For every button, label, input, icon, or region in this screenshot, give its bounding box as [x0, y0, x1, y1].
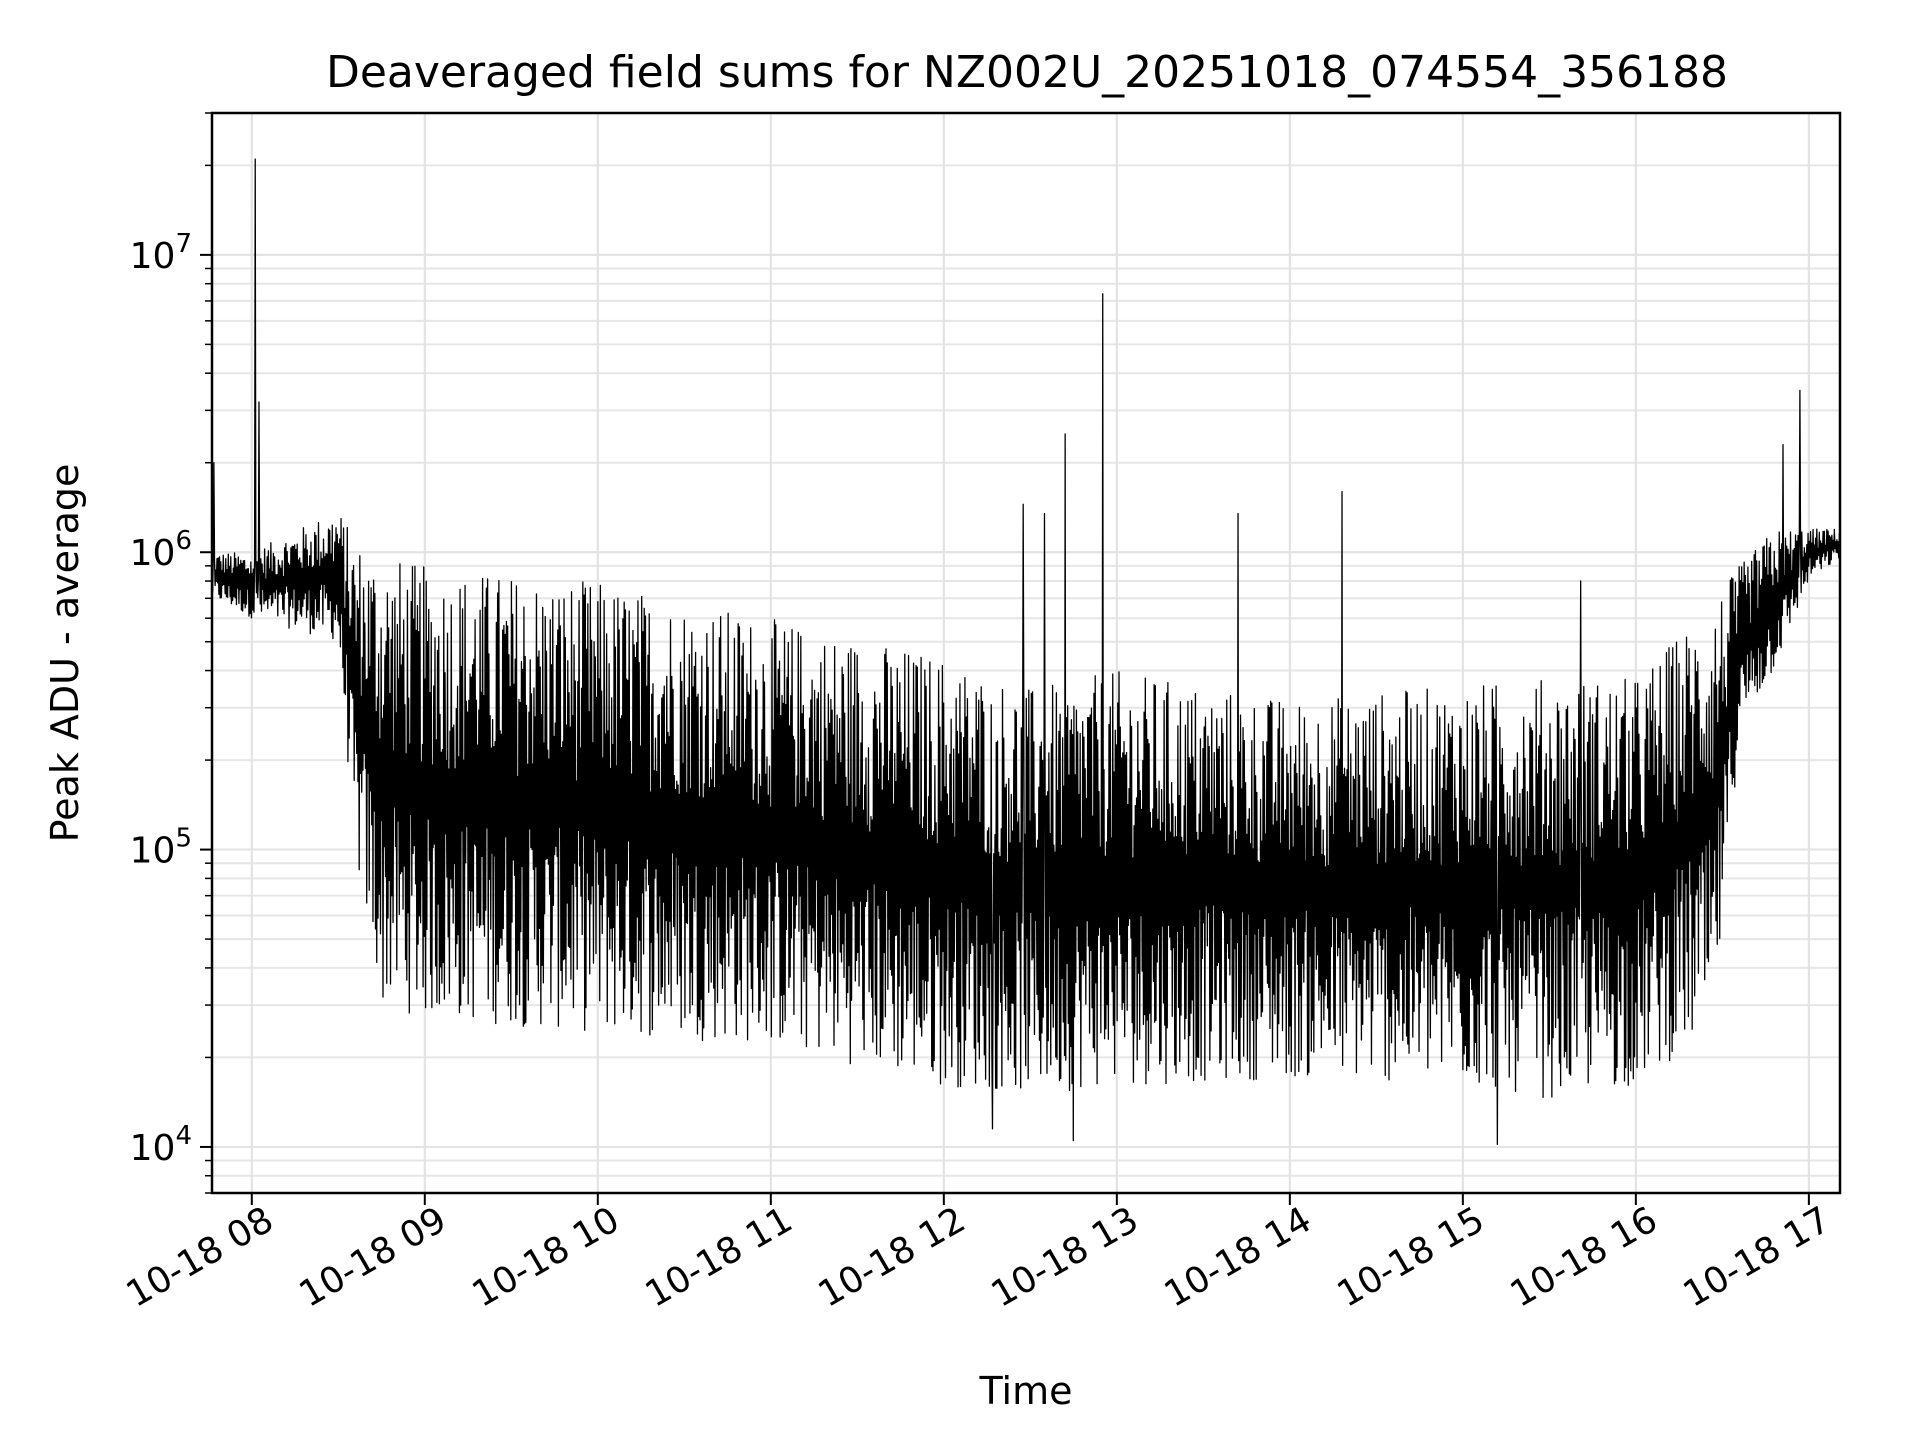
y-tick-base: 10 — [130, 533, 176, 574]
y-tick-label: 106 — [130, 526, 192, 574]
y-tick-label: 107 — [130, 229, 192, 277]
y-tick-base: 10 — [130, 236, 176, 277]
series-trace — [211, 158, 1841, 1146]
series-line — [211, 158, 1841, 1146]
y-tick-exponent: 7 — [175, 229, 192, 259]
plot-frame — [210, 111, 1842, 1195]
y-axis-label: Peak ADU - average — [43, 464, 87, 843]
y-tick-label: 105 — [130, 824, 192, 872]
y-tick-base: 10 — [130, 831, 176, 872]
y-tick-label: 104 — [130, 1121, 192, 1169]
chart-title: Deaveraged field sums for NZ002U_2025101… — [326, 47, 1728, 98]
y-tick-base: 10 — [130, 1128, 176, 1169]
y-tick-exponent: 6 — [175, 526, 192, 556]
y-tick-exponent: 5 — [175, 824, 192, 854]
x-axis-label: Time — [979, 1369, 1073, 1413]
y-tick-exponent: 4 — [175, 1121, 192, 1151]
